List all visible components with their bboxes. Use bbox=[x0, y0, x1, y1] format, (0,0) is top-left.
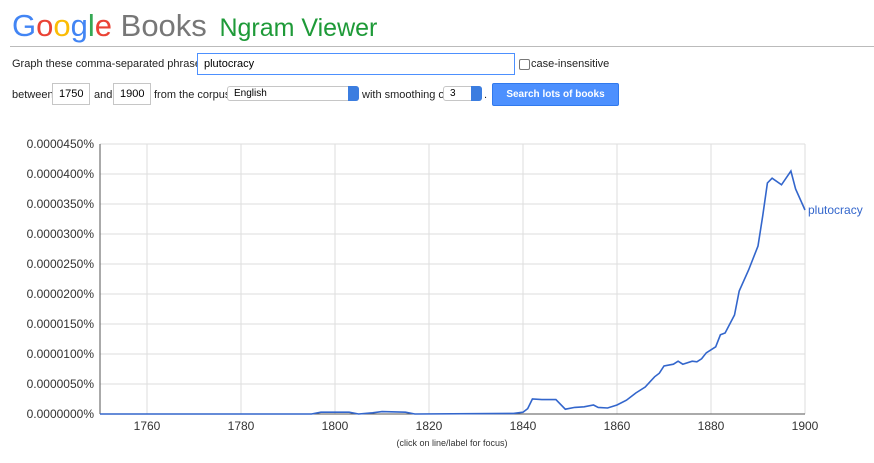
x-tick-label: 1860 bbox=[604, 419, 631, 433]
period: . bbox=[484, 89, 488, 101]
brand-letter: g bbox=[70, 8, 88, 43]
and-label: and bbox=[94, 89, 113, 101]
series-label: plutocracy bbox=[808, 203, 863, 217]
brand-letter: o bbox=[53, 8, 71, 43]
case-checkbox[interactable] bbox=[519, 59, 530, 70]
phrases-label: Graph these comma-separated phrases: bbox=[12, 58, 210, 70]
brand-letter: l bbox=[87, 8, 95, 43]
corpus-label: from the corpus bbox=[154, 89, 231, 101]
brand-letter: o bbox=[36, 8, 54, 43]
case-label: case-insensitive bbox=[531, 58, 610, 70]
select-arrow bbox=[348, 86, 359, 101]
brand-letter: e bbox=[94, 8, 113, 43]
page-title: Ngram Viewer bbox=[219, 14, 378, 42]
search-button[interactable]: Search lots of books bbox=[492, 83, 619, 106]
start-input[interactable]: 1750 bbox=[52, 83, 90, 105]
y-tick-label: 0.0000200% bbox=[27, 287, 95, 301]
brand-letter: G bbox=[12, 8, 37, 43]
end-input[interactable]: 1900 bbox=[113, 83, 151, 105]
y-tick-label: 0.0000050% bbox=[27, 377, 95, 391]
smoothing-label: with smoothing of bbox=[362, 89, 448, 101]
x-tick-label: 1780 bbox=[228, 419, 255, 433]
y-tick-label: 0.0000300% bbox=[27, 227, 95, 241]
divider bbox=[10, 46, 874, 47]
x-tick-label: 1760 bbox=[134, 419, 161, 433]
chart: (click on line/label for focus) 0.000000… bbox=[27, 137, 863, 448]
y-tick-label: 0.0000150% bbox=[27, 317, 95, 331]
phrases-input[interactable]: plutocracy bbox=[197, 53, 515, 75]
between-label: between bbox=[12, 89, 54, 101]
y-tick-label: 0.0000350% bbox=[27, 197, 95, 211]
y-tick-label: 0.0000450% bbox=[27, 137, 95, 151]
x-tick-label: 1880 bbox=[698, 419, 725, 433]
x-tick-label: 1900 bbox=[792, 419, 819, 433]
corpus-select[interactable]: English bbox=[227, 86, 359, 101]
y-tick-label: 0.0000000% bbox=[27, 407, 95, 421]
footnote: (click on line/label for focus) bbox=[396, 438, 507, 448]
x-tick-label: 1820 bbox=[416, 419, 443, 433]
y-tick-label: 0.0000400% bbox=[27, 167, 95, 181]
y-tick-label: 0.0000250% bbox=[27, 257, 95, 271]
series-line bbox=[100, 169, 806, 415]
x-tick-label: 1800 bbox=[322, 419, 349, 433]
brand: Google bbox=[12, 8, 112, 43]
y-tick-label: 0.0000100% bbox=[27, 347, 95, 361]
product: Books bbox=[120, 8, 207, 43]
logo: Google Books Ngram Viewer bbox=[12, 8, 377, 44]
select-arrow bbox=[471, 86, 482, 101]
x-tick-label: 1840 bbox=[510, 419, 537, 433]
